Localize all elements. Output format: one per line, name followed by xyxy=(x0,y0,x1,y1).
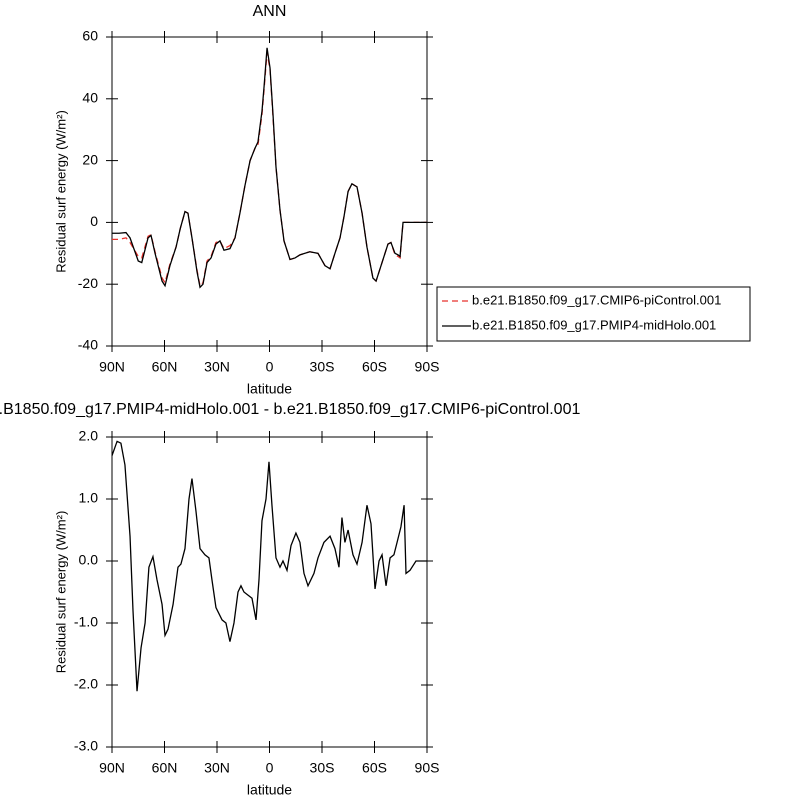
x-tick-label: 90S xyxy=(415,760,440,776)
y-tick-label: -1.0 xyxy=(74,614,98,630)
y-axis-label: Residual surf energy (W/m²) xyxy=(53,511,68,674)
x-tick-label: 30N xyxy=(204,760,230,776)
data-line xyxy=(112,47,427,289)
y-tick-label: 0.0 xyxy=(79,552,99,568)
x-tick-label: 30S xyxy=(310,760,335,776)
x-tick-label: 60S xyxy=(362,760,387,776)
y-tick-label: 2.0 xyxy=(79,428,99,444)
legend-box xyxy=(436,286,751,342)
y-tick-label: 20 xyxy=(82,151,98,167)
data-line xyxy=(112,52,427,288)
y-tick-label: 60 xyxy=(82,28,98,44)
y-tick-label: 1.0 xyxy=(79,490,99,506)
x-tick-label: 90S xyxy=(415,359,440,375)
y-axis-label: Residual surf energy (W/m²) xyxy=(53,110,68,273)
plot-frame xyxy=(111,436,428,748)
x-tick-label: 90N xyxy=(99,359,125,375)
chart-title: b.e21.B1850.f09_g17.PMIP4-midHolo.001 - … xyxy=(0,401,580,418)
y-tick-label: 0 xyxy=(90,213,98,229)
y-tick-label: -20 xyxy=(78,275,98,291)
x-tick-label: 0 xyxy=(266,760,274,776)
x-tick-label: 30N xyxy=(204,359,230,375)
y-tick-label: -2.0 xyxy=(74,676,98,692)
x-axis-label: latitude xyxy=(247,782,292,798)
plot-frame xyxy=(111,36,428,347)
x-tick-label: 60N xyxy=(152,359,178,375)
legend-label: b.e21.B1850.f09_g17.PMIP4-midHolo.001 xyxy=(472,317,716,332)
x-tick-label: 60N xyxy=(152,760,178,776)
chart-title: ANN xyxy=(253,3,287,20)
y-tick-label: -3.0 xyxy=(74,738,98,754)
x-tick-label: 60S xyxy=(362,359,387,375)
x-tick-label: 30S xyxy=(310,359,335,375)
legend-label: b.e21.B1850.f09_g17.CMIP6-piControl.001 xyxy=(472,292,721,307)
y-tick-label: 40 xyxy=(82,90,98,106)
x-tick-label: 90N xyxy=(99,760,125,776)
y-tick-label: -40 xyxy=(78,337,98,353)
x-tick-label: 0 xyxy=(266,359,274,375)
x-axis-label: latitude xyxy=(247,381,292,397)
data-line xyxy=(111,440,427,692)
